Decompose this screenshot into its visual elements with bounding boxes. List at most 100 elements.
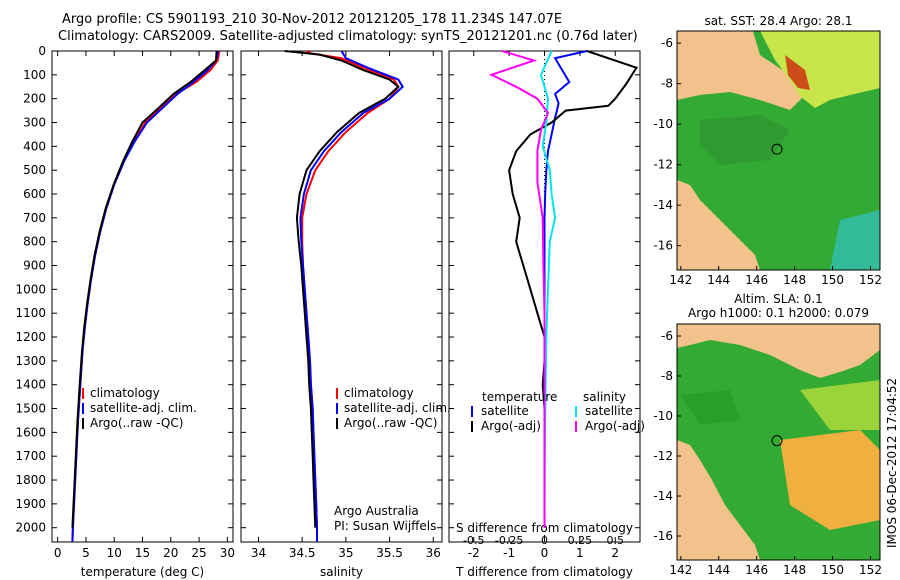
y-tick-label: 2000	[15, 521, 46, 535]
top-tick-label: -0.25	[495, 534, 523, 547]
legend-label: satellite-adj. clim.	[344, 401, 451, 415]
x-tick-label: 150	[821, 273, 844, 287]
x-tick-label: 0	[541, 546, 549, 560]
x-tick-label: -2	[468, 546, 480, 560]
y-tick-label: 200	[23, 92, 46, 106]
timestamp-label: IMOS 06-Dec-2012 17:04:52	[885, 378, 899, 548]
y-tick-label: -6	[661, 36, 673, 50]
profile-panel-1: 0 5 10 15 20 25 30 temperature (deg C) 0 100 200 30…	[15, 44, 235, 579]
x-tick-label: 34.5	[289, 546, 316, 560]
y-tick-label: -8	[661, 77, 673, 91]
x-tick-label: 30	[220, 546, 235, 560]
series-line-3	[284, 50, 400, 528]
legend-label: satellite	[585, 404, 633, 418]
y-tick-label: 1000	[15, 282, 46, 296]
series-line-1	[543, 50, 588, 528]
land-australia	[677, 180, 760, 270]
legend-title: temperature	[482, 390, 557, 404]
x-tick-label: 150	[821, 563, 844, 577]
x-tick-label: 144	[707, 563, 730, 577]
y-tick-label: -6	[661, 329, 673, 343]
land-papua	[677, 31, 805, 110]
map-title: Altim. SLA: 0.1	[734, 292, 822, 306]
figure-title-line2: Climatology: CARS2009. Satellite-adjuste…	[58, 29, 638, 44]
land-papua	[677, 324, 880, 378]
annotation-line: Argo Australia	[334, 504, 419, 518]
x-tick-label: 152	[859, 563, 882, 577]
x-tick-label: 2	[611, 546, 619, 560]
y-tick-label: 1600	[15, 425, 46, 439]
y-tick-label: 400	[23, 139, 46, 153]
map-frame	[676, 323, 881, 561]
x-tick-label: 0	[54, 546, 62, 560]
y-tick-label: 800	[23, 235, 46, 249]
map-title: sat. SST: 28.4 Argo: 28.1	[704, 14, 852, 28]
x-tick-label: 142	[669, 273, 692, 287]
y-tick-label: 700	[23, 211, 46, 225]
x-axis-label: salinity	[320, 565, 363, 579]
x-tick-label: 146	[745, 563, 768, 577]
y-tick-label: -16	[653, 239, 673, 253]
y-tick-label: 600	[23, 187, 46, 201]
y-tick-label: 500	[23, 163, 46, 177]
y-tick-label: -12	[653, 158, 673, 172]
legend-title: salinity	[583, 390, 626, 404]
x-tick-label: 148	[783, 273, 806, 287]
legend-label: Argo(-adj)	[585, 419, 645, 433]
x-tick-label: 144	[707, 273, 730, 287]
warm-patch	[760, 31, 880, 108]
y-tick-label: 1500	[15, 402, 46, 416]
x-tick-label: 20	[163, 546, 178, 560]
y-tick-label: 900	[23, 259, 46, 273]
y-tick-label: 0	[38, 44, 46, 58]
y-tick-label: 1900	[15, 497, 46, 511]
mid-sla-patch	[800, 380, 880, 430]
map-area	[677, 324, 880, 560]
map-subtitle: Argo h1000: 0.1 h2000: 0.079	[688, 306, 869, 320]
y-tick-label: -16	[653, 529, 673, 543]
x-tick-label: 35	[338, 546, 353, 560]
figure-title-line1: Argo profile: CS 5901193_210 30-Nov-2012…	[62, 12, 563, 27]
y-tick-label: 100	[23, 68, 46, 82]
x-axis-label: temperature (deg C)	[81, 565, 204, 579]
argo-position-marker	[771, 143, 783, 155]
y-tick-label: 1100	[15, 306, 46, 320]
x-tick-label: 1	[576, 546, 584, 560]
hot-patch	[785, 55, 810, 90]
legend-label: climatology	[90, 386, 160, 400]
x-axis-label: T difference from climatology	[455, 565, 633, 579]
cool-patch	[830, 210, 880, 270]
y-tick-label: -12	[653, 449, 673, 463]
profile-panel-3: -2 -1 0 1 2 T difference from climatology -0.5…	[448, 50, 645, 579]
legend-label: Argo(..raw -QC)	[344, 416, 437, 430]
y-tick-label: 1800	[15, 473, 46, 487]
top-tick-label: 0	[541, 534, 548, 547]
series-line-4	[488, 50, 550, 528]
series-line-2	[299, 50, 404, 542]
x-tick-label: 10	[107, 546, 122, 560]
y-tick-label: -14	[653, 198, 673, 212]
y-tick-label: 1700	[15, 449, 46, 463]
y-tick-label: 1400	[15, 378, 46, 392]
y-tick-label: 300	[23, 116, 46, 130]
x-tick-label: 5	[82, 546, 90, 560]
land-australia	[677, 440, 760, 560]
y-tick-label: -10	[653, 409, 673, 423]
x-tick-label: 142	[669, 563, 692, 577]
y-tick-label: 1200	[15, 330, 46, 344]
x-tick-label: 25	[191, 546, 206, 560]
x-tick-label: 35.5	[376, 546, 403, 560]
x-tick-label: 34	[251, 546, 266, 560]
x-tick-label: 148	[783, 563, 806, 577]
legend-label: Argo(-adj)	[481, 419, 541, 433]
map-frame	[676, 30, 881, 271]
low-sla-patch	[680, 390, 740, 425]
legend-label: satellite-adj. clim.	[90, 401, 197, 415]
legend-label: climatology	[344, 386, 414, 400]
x-tick-label: 15	[135, 546, 150, 560]
map-panel-1: 142 144 146 148 150 152 -6 -8 -10 -12 -14 -16 sat. S…	[653, 14, 882, 287]
y-tick-label: -10	[653, 117, 673, 131]
top-tick-label: -0.5	[463, 534, 484, 547]
y-tick-label: -8	[661, 369, 673, 383]
